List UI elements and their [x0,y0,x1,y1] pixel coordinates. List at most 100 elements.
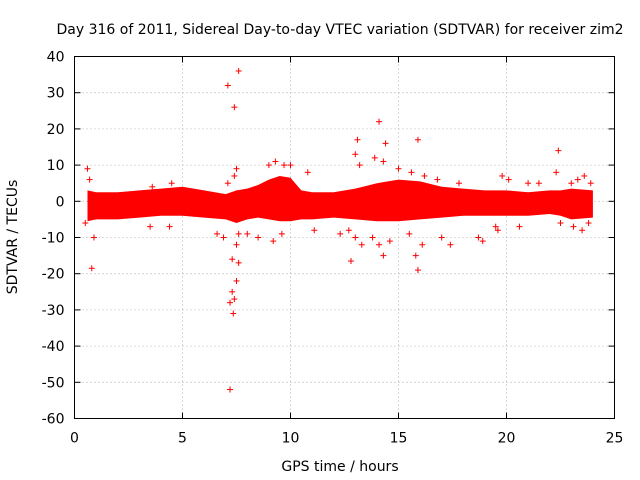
data-point [278,230,285,237]
data-point [235,259,242,266]
data-point [281,162,288,169]
y-tick-label: -20 [42,267,65,283]
data-point [229,288,236,295]
data-point [369,234,376,241]
data-point [149,183,156,190]
data-point [356,162,363,169]
data-point [516,223,523,230]
data-point [535,180,542,187]
data-point [227,386,234,393]
data-point [255,234,262,241]
data-point [231,104,238,111]
x-tick-label: 15 [390,431,408,447]
data-point [358,241,365,248]
data-point [419,241,426,248]
data-point [376,118,383,125]
y-tick-label: 30 [47,86,65,102]
data-point [581,172,588,179]
data-point [82,220,89,227]
y-tick-label: -30 [42,303,65,319]
data-point [214,230,221,237]
y-axis-label: SDTVAR / TECUs [5,180,21,295]
data-point [231,172,238,179]
data-point [438,234,445,241]
data-point [406,230,413,237]
data-point [492,223,499,230]
data-point [579,227,586,234]
data-band [87,176,593,223]
data-point [505,176,512,183]
data-point [220,234,227,241]
data-point [568,180,575,187]
data-point [272,158,279,165]
y-tick-label: 40 [47,50,65,66]
data-point [570,223,577,230]
data-point [337,230,344,237]
data-point [585,220,592,227]
data-point [270,238,277,245]
data-point [455,180,462,187]
data-point [233,277,240,284]
y-tick-label: 10 [47,158,65,174]
data-point [347,258,354,265]
y-tick-label: 20 [47,122,65,138]
data-point [479,238,486,245]
data-point [304,169,311,176]
data-point [408,169,415,176]
data-point [386,238,393,245]
x-axis-label: GPS time / hours [281,459,398,475]
data-point [230,310,237,317]
y-tick-label: -50 [42,375,65,391]
data-point [574,176,581,183]
data-point [224,82,231,89]
y-tick-label: -60 [42,412,65,428]
data-point [224,180,231,187]
data-point [494,227,501,234]
data-point [380,252,387,259]
data-point [555,147,562,154]
y-tick-label: -40 [42,339,65,355]
data-point [311,227,318,234]
data-point [525,180,532,187]
x-tick-label: 5 [178,431,187,447]
data-point [233,241,240,248]
data-point [352,151,359,158]
data-point [414,136,421,143]
data-point [265,162,272,169]
plot-frame [74,56,615,419]
data-point [434,176,441,183]
data-point [412,252,419,259]
data-points [82,67,594,393]
data-point [414,267,421,274]
data-point [244,230,251,237]
data-point [84,165,91,172]
data-point [287,162,294,169]
data-point [475,234,482,241]
x-tick-label: 20 [498,431,516,447]
axis-ticks: 0 5 10 15 20 25 -60 -50 -40 -30 -20 -10 0 10 20 30 40 [42,50,624,447]
data-point [227,299,234,306]
x-tick-label: 25 [606,431,624,447]
data-point [90,234,97,241]
data-point [382,140,389,147]
data-point [553,169,560,176]
data-point [235,230,242,237]
data-point [587,180,594,187]
y-tick-label: 0 [56,194,65,210]
data-point [376,241,383,248]
data-point [166,223,173,230]
data-point [88,265,95,272]
data-point [499,172,506,179]
data-point [354,136,361,143]
data-point [231,296,238,303]
dense-data-band [87,176,593,223]
data-point [235,67,242,74]
data-point [86,176,93,183]
y-tick-label: -10 [42,231,65,247]
data-point [233,165,240,172]
data-point [352,234,359,241]
data-point [229,256,236,263]
data-point [168,180,175,187]
grid [74,56,615,419]
